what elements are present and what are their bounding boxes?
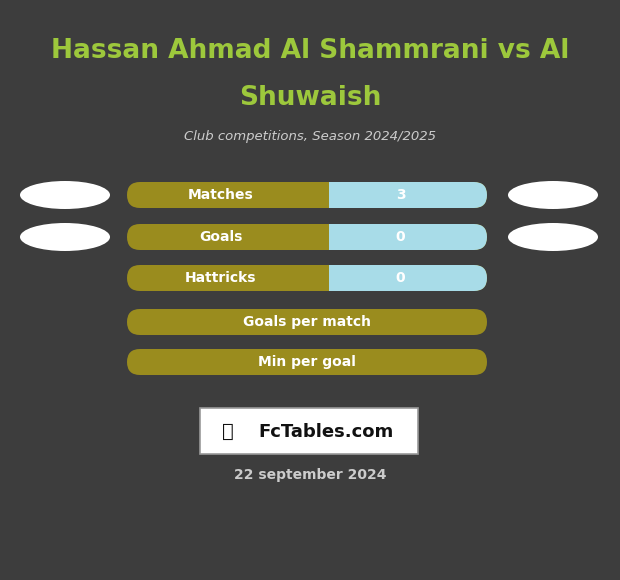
- FancyBboxPatch shape: [314, 182, 329, 208]
- Text: 3: 3: [396, 188, 405, 202]
- Text: FcTables.com: FcTables.com: [259, 423, 394, 441]
- FancyBboxPatch shape: [314, 224, 329, 250]
- Text: Club competitions, Season 2024/2025: Club competitions, Season 2024/2025: [184, 130, 436, 143]
- FancyBboxPatch shape: [314, 224, 487, 250]
- Text: Hattricks: Hattricks: [185, 271, 256, 285]
- FancyBboxPatch shape: [127, 182, 487, 208]
- Text: Shuwaish: Shuwaish: [239, 85, 381, 111]
- FancyBboxPatch shape: [127, 265, 487, 291]
- Ellipse shape: [508, 223, 598, 251]
- Ellipse shape: [20, 223, 110, 251]
- FancyBboxPatch shape: [127, 349, 487, 375]
- FancyBboxPatch shape: [127, 309, 487, 335]
- FancyBboxPatch shape: [314, 265, 487, 291]
- FancyBboxPatch shape: [200, 408, 418, 454]
- Text: Matches: Matches: [188, 188, 254, 202]
- Text: 22 september 2024: 22 september 2024: [234, 468, 386, 482]
- FancyBboxPatch shape: [127, 224, 487, 250]
- Text: 0: 0: [396, 271, 405, 285]
- FancyBboxPatch shape: [314, 265, 329, 291]
- FancyBboxPatch shape: [314, 182, 487, 208]
- Text: Hassan Ahmad Al Shammrani vs Al: Hassan Ahmad Al Shammrani vs Al: [51, 38, 569, 64]
- Text: 🗠: 🗠: [222, 422, 234, 440]
- Text: 0: 0: [396, 230, 405, 244]
- Ellipse shape: [508, 181, 598, 209]
- Text: Goals per match: Goals per match: [243, 315, 371, 329]
- Ellipse shape: [20, 181, 110, 209]
- Text: Min per goal: Min per goal: [258, 355, 356, 369]
- Text: Goals: Goals: [199, 230, 242, 244]
